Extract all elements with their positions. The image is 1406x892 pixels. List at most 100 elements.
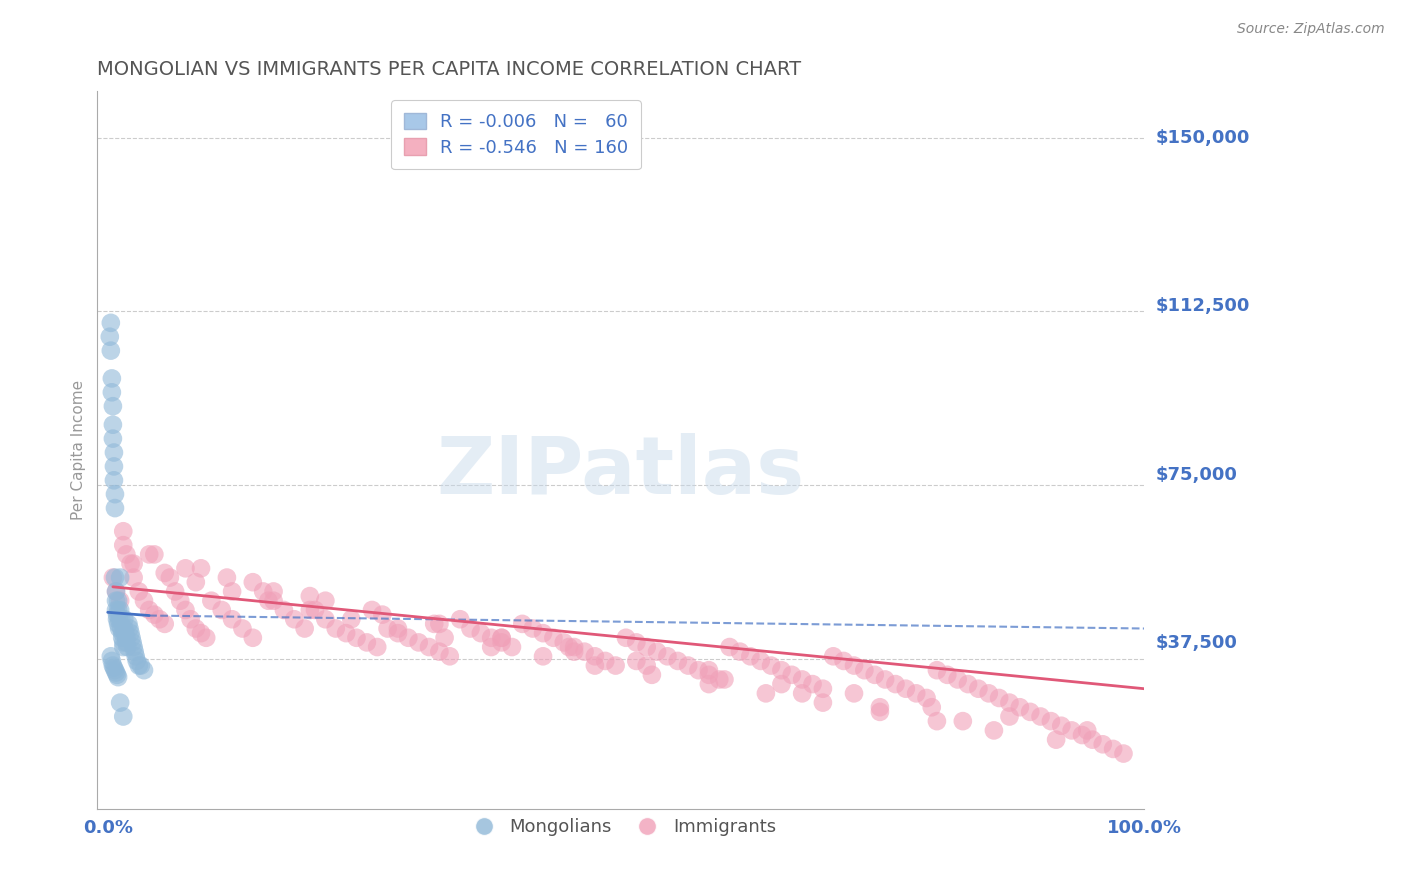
Point — [138, 603, 160, 617]
Point — [366, 640, 388, 654]
Point — [174, 561, 197, 575]
Point — [433, 631, 456, 645]
Point — [117, 640, 139, 654]
Point — [231, 622, 253, 636]
Point — [143, 548, 166, 562]
Point — [104, 501, 127, 516]
Point — [1091, 737, 1114, 751]
Point — [105, 603, 128, 617]
Point — [479, 631, 502, 645]
Point — [1076, 723, 1098, 738]
Point — [842, 686, 865, 700]
Point — [636, 640, 658, 654]
Point — [335, 626, 357, 640]
Point — [108, 622, 131, 636]
Point — [107, 603, 129, 617]
Point — [143, 607, 166, 622]
Point — [121, 635, 143, 649]
Point — [697, 668, 720, 682]
Point — [1112, 747, 1135, 761]
Point — [583, 649, 606, 664]
Point — [111, 631, 134, 645]
Point — [558, 640, 581, 654]
Point — [728, 645, 751, 659]
Point — [429, 616, 451, 631]
Point — [998, 709, 1021, 723]
Point — [298, 603, 321, 617]
Point — [125, 649, 148, 664]
Point — [770, 663, 793, 677]
Point — [112, 622, 135, 636]
Point — [107, 593, 129, 607]
Point — [112, 640, 135, 654]
Point — [283, 612, 305, 626]
Point — [263, 584, 285, 599]
Point — [103, 459, 125, 474]
Point — [111, 626, 134, 640]
Point — [946, 673, 969, 687]
Point — [100, 649, 122, 664]
Point — [925, 663, 948, 677]
Point — [740, 649, 762, 664]
Point — [120, 557, 142, 571]
Point — [869, 705, 891, 719]
Point — [641, 668, 664, 682]
Point — [117, 616, 139, 631]
Point — [112, 538, 135, 552]
Point — [153, 566, 176, 580]
Point — [614, 631, 637, 645]
Point — [387, 622, 409, 636]
Point — [104, 663, 127, 677]
Point — [98, 330, 121, 344]
Point — [101, 371, 124, 385]
Point — [112, 709, 135, 723]
Point — [252, 584, 274, 599]
Point — [408, 635, 430, 649]
Point — [211, 603, 233, 617]
Point — [108, 612, 131, 626]
Point — [387, 626, 409, 640]
Point — [314, 612, 336, 626]
Point — [967, 681, 990, 696]
Point — [184, 575, 207, 590]
Point — [377, 622, 399, 636]
Text: ZIPatlas: ZIPatlas — [437, 433, 804, 511]
Point — [626, 654, 648, 668]
Point — [371, 607, 394, 622]
Point — [294, 622, 316, 636]
Point — [257, 593, 280, 607]
Point — [636, 658, 658, 673]
Point — [531, 649, 554, 664]
Point — [124, 645, 146, 659]
Point — [195, 631, 218, 645]
Point — [122, 557, 145, 571]
Point — [697, 677, 720, 691]
Point — [121, 631, 143, 645]
Point — [645, 645, 668, 659]
Point — [983, 723, 1005, 738]
Point — [174, 603, 197, 617]
Point — [110, 612, 132, 626]
Point — [105, 593, 128, 607]
Point — [112, 612, 135, 626]
Point — [180, 612, 202, 626]
Point — [956, 677, 979, 691]
Point — [770, 677, 793, 691]
Point — [104, 487, 127, 501]
Point — [759, 658, 782, 673]
Point — [780, 668, 803, 682]
Point — [593, 654, 616, 668]
Point — [583, 658, 606, 673]
Point — [105, 584, 128, 599]
Point — [688, 663, 710, 677]
Point — [1071, 728, 1094, 742]
Point — [718, 640, 741, 654]
Point — [460, 622, 482, 636]
Point — [396, 631, 419, 645]
Point — [977, 686, 1000, 700]
Point — [221, 584, 243, 599]
Point — [915, 690, 938, 705]
Point — [101, 399, 124, 413]
Point — [936, 668, 959, 682]
Point — [105, 668, 128, 682]
